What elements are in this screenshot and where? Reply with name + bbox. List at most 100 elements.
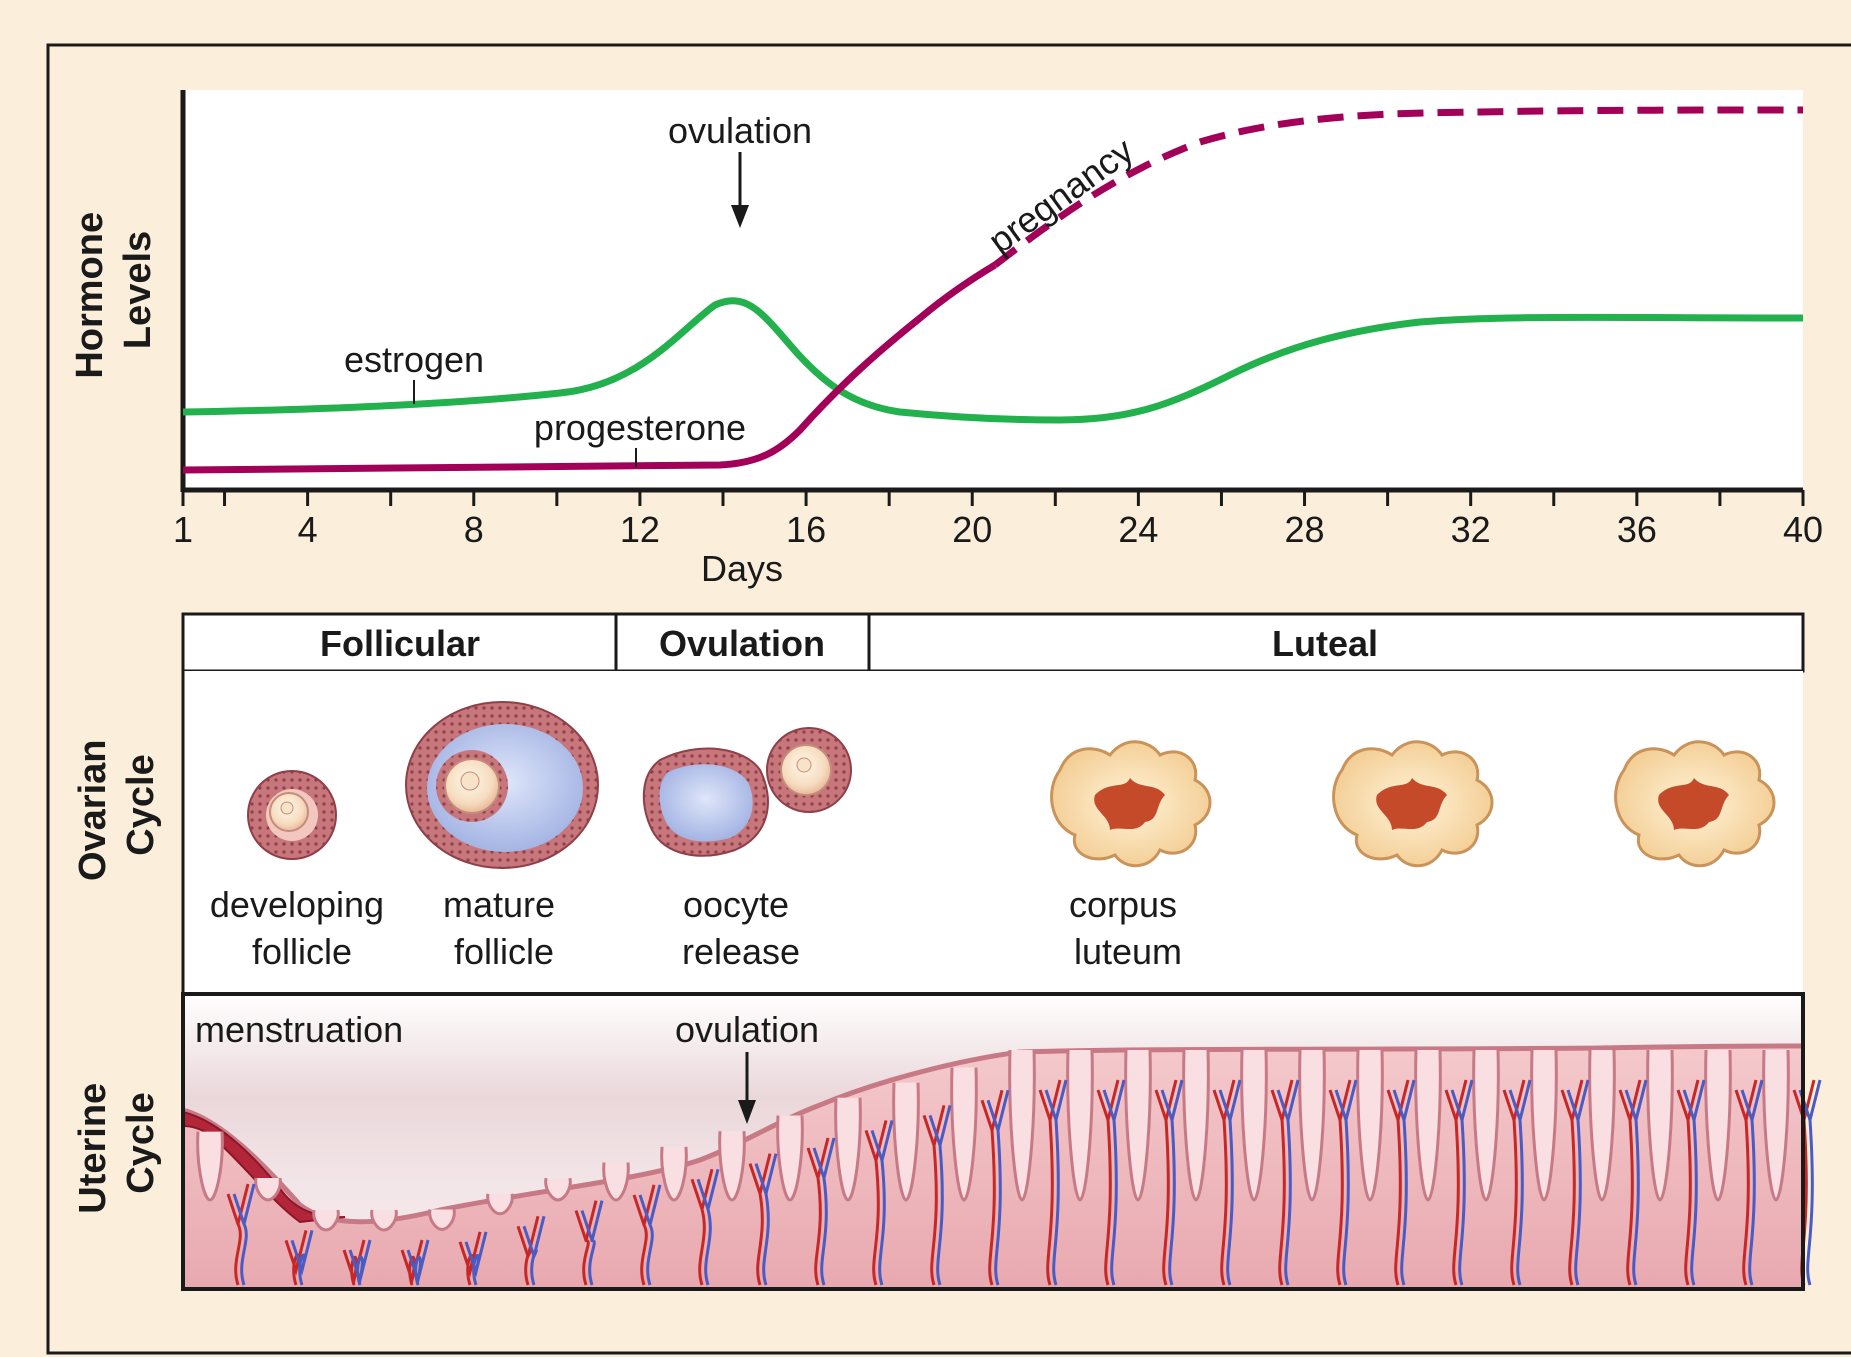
endometrial-gland — [718, 1131, 746, 1202]
vein — [1740, 1079, 1764, 1286]
uterine-panel-border — [181, 992, 1805, 1291]
x-tick-label: 28 — [1285, 509, 1325, 550]
x-tick-label: 12 — [620, 509, 660, 550]
artery — [1386, 1079, 1410, 1286]
x-tick-label: 4 — [298, 509, 318, 550]
artery — [1618, 1079, 1642, 1286]
endometrial-glands — [196, 1049, 1790, 1232]
mature-follicle-illustration — [405, 701, 599, 869]
vein — [986, 1089, 1010, 1286]
vein — [232, 1183, 256, 1286]
artery — [1038, 1079, 1062, 1286]
endometrial-gland — [196, 1131, 224, 1202]
artery — [1154, 1079, 1178, 1286]
vein — [1392, 1079, 1416, 1286]
artery — [922, 1104, 946, 1286]
vein — [1682, 1079, 1706, 1286]
artery — [1444, 1079, 1468, 1286]
ovulation-annotation: ovulation — [668, 110, 812, 151]
endometrial-gland — [544, 1177, 572, 1202]
corpus-luteum-illustration-3 — [1614, 740, 1776, 868]
phase-follicular: Follicular — [320, 623, 480, 664]
phase-luteal: Luteal — [1272, 623, 1378, 664]
endometrial-gland — [1008, 1049, 1036, 1202]
endometrial-gland — [1182, 1049, 1210, 1202]
artery — [226, 1183, 250, 1286]
endometrial-gland — [950, 1067, 978, 1202]
corpus-luteum-label: corpus luteum — [1069, 884, 1187, 972]
x-tick-label: 32 — [1451, 509, 1491, 550]
developing-follicle-illustration — [247, 770, 337, 860]
endometrial-gland — [892, 1082, 920, 1202]
vein — [1450, 1079, 1474, 1286]
vein — [1218, 1079, 1242, 1286]
vein — [870, 1120, 894, 1286]
artery — [1560, 1079, 1584, 1286]
x-axis-ticks — [181, 490, 1805, 506]
endometrial-gland — [1472, 1049, 1500, 1202]
oocyte-release-illustration — [642, 727, 852, 857]
endometrial-gland — [1530, 1049, 1558, 1202]
uterine-cycle-panel: Uterine Cycle menstruation ovulation — [72, 992, 1822, 1291]
x-tick-label: 1 — [173, 509, 193, 550]
phase-ovulation: Ovulation — [659, 623, 825, 664]
vein — [1566, 1079, 1590, 1286]
artery — [632, 1184, 656, 1286]
endometrial-gland — [1762, 1049, 1790, 1202]
artery — [690, 1168, 714, 1286]
x-tick-label: 16 — [786, 509, 826, 550]
artery — [1096, 1079, 1120, 1286]
x-tick-label: 20 — [952, 509, 992, 550]
uterine-ovulation-arrow-head — [738, 1100, 756, 1124]
vein — [1334, 1079, 1358, 1286]
x-tick-label: 36 — [1617, 509, 1657, 550]
vein — [580, 1200, 604, 1286]
endometrial-gland — [1298, 1049, 1326, 1202]
endometrial-gland — [1414, 1049, 1442, 1202]
progesterone-curve — [182, 261, 997, 474]
artery — [516, 1215, 540, 1286]
endometrial-gland — [1356, 1049, 1384, 1202]
x-tick-label: 8 — [464, 509, 484, 550]
endometrial-gland — [254, 1177, 282, 1202]
estrogen-label: estrogen — [344, 339, 484, 380]
chart-plot-area — [183, 90, 1803, 490]
artery — [574, 1200, 598, 1286]
artery — [1212, 1079, 1236, 1286]
vein — [1624, 1079, 1648, 1286]
endometrial-gland — [602, 1162, 630, 1202]
vein — [464, 1231, 488, 1286]
menstruation-label: menstruation — [195, 1009, 403, 1050]
vein — [348, 1239, 372, 1286]
artery — [1328, 1079, 1352, 1286]
vein — [638, 1184, 662, 1286]
artery — [1502, 1079, 1526, 1286]
phase-header-box — [181, 612, 1805, 673]
vein — [406, 1239, 430, 1286]
ovarian-cycle-label: Ovarian Cycle — [72, 729, 162, 881]
corpus-luteum-illustration-2 — [1332, 740, 1494, 868]
endometrial-gland — [428, 1209, 456, 1231]
oocyte-release-label: oocyte release — [682, 884, 800, 972]
endometrial-gland — [312, 1209, 340, 1232]
spiral-arteries — [226, 1079, 1822, 1286]
endometrial-gland — [1124, 1049, 1152, 1202]
uterine-cycle-label: Uterine Cycle — [72, 1072, 162, 1213]
artery — [980, 1089, 1004, 1286]
vein — [1044, 1079, 1068, 1286]
vein — [754, 1153, 778, 1286]
endometrial-gland — [776, 1115, 804, 1202]
x-tick-label: 40 — [1783, 509, 1823, 550]
ovulation-arrow-head — [731, 205, 749, 228]
endometrium-surface — [182, 1043, 1804, 1225]
endometrial-gland — [370, 1209, 398, 1232]
estrogen-curve — [182, 297, 1804, 424]
mature-follicle-label: mature follicle — [443, 884, 565, 972]
vein — [812, 1137, 836, 1286]
corpus-luteum-illustration-1 — [1050, 740, 1212, 868]
endometrial-gland — [834, 1097, 862, 1202]
vein — [290, 1230, 314, 1286]
progesterone-label: progesterone — [534, 407, 746, 448]
y-axis-label: Hormone Levels — [69, 201, 159, 378]
endometrial-gland — [1588, 1049, 1616, 1202]
